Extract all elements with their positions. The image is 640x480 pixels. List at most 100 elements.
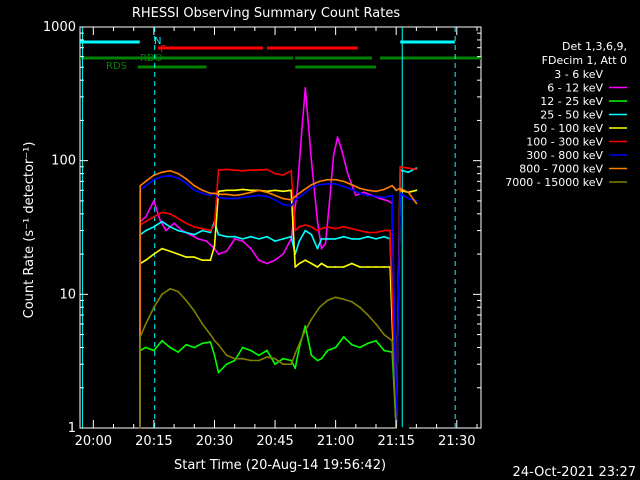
series-point [326, 225, 329, 228]
series-point [185, 299, 188, 302]
series-point [375, 190, 377, 193]
series-point [294, 229, 297, 232]
series-point [233, 194, 236, 197]
series-point [375, 339, 377, 342]
series-point [177, 177, 180, 180]
series-point [258, 189, 260, 192]
legend-entry-label: 25 - 50 keV [540, 109, 603, 122]
series-point [169, 213, 172, 215]
series-point [266, 262, 268, 265]
series-point [302, 333, 305, 336]
series-point [336, 132, 339, 135]
series-point [334, 227, 337, 230]
series-point [383, 229, 385, 232]
series-point [395, 189, 398, 192]
series-point [407, 191, 410, 194]
series-point [407, 197, 410, 200]
series-point [290, 363, 293, 366]
series-point [144, 346, 147, 349]
series-point [193, 225, 196, 228]
x-axis: 20:00 20:15 20:30 20:45 21:00 21:15 21:30 [75, 27, 478, 449]
series-point [205, 215, 208, 218]
series-point [310, 262, 313, 265]
series-point [159, 219, 161, 221]
series-point [290, 189, 293, 192]
series-point [201, 229, 204, 232]
series-point [266, 235, 268, 238]
series-point [324, 220, 327, 223]
series-point [354, 180, 357, 183]
legend-entry-label: 50 - 100 keV [533, 122, 603, 135]
series-point [294, 367, 297, 370]
series-point [274, 198, 276, 201]
series-point [354, 194, 357, 197]
series-point [294, 266, 297, 268]
series-point [320, 238, 323, 240]
series-point [177, 290, 180, 293]
series-point [197, 238, 200, 240]
series-point [185, 231, 188, 234]
series-point [201, 189, 204, 192]
series-point [266, 195, 268, 198]
series-point [201, 227, 204, 230]
series-point [266, 356, 268, 358]
series-point [177, 253, 180, 256]
series-point [350, 300, 353, 303]
series-point [282, 190, 284, 193]
series-point [346, 172, 349, 175]
series-point [316, 359, 319, 362]
series-point [177, 229, 180, 232]
series-point [249, 247, 252, 250]
series-point [189, 206, 192, 208]
series-point [310, 233, 313, 236]
series-point [225, 227, 228, 230]
series-point [274, 259, 276, 262]
x-tick-label: 20:45 [256, 434, 293, 449]
series-point [209, 341, 212, 343]
series-point [249, 191, 252, 194]
series-point [282, 363, 284, 366]
flag-bar-label: RDO [140, 53, 163, 64]
series-point [316, 220, 319, 223]
series-point [266, 229, 268, 232]
series-point [294, 195, 297, 198]
series-point [161, 247, 163, 250]
series-point [144, 215, 147, 218]
series-point [316, 247, 319, 250]
series-point [217, 190, 220, 193]
series-point [318, 183, 321, 186]
series-point [310, 186, 313, 189]
series-point [399, 192, 402, 195]
series-point [304, 259, 307, 262]
y-tick-label: 1000 [43, 20, 76, 35]
series-point [383, 333, 385, 336]
series-point [213, 339, 216, 342]
x-tick-label: 20:15 [135, 434, 172, 449]
series-point [318, 306, 321, 309]
series-point [320, 247, 323, 250]
series-point [350, 343, 353, 346]
series-point [342, 180, 345, 183]
series-point [342, 235, 345, 238]
series-point [217, 169, 220, 172]
series-point [274, 194, 276, 197]
series-point [367, 231, 369, 234]
series-point [383, 188, 385, 191]
series-point [359, 266, 361, 268]
series-point [153, 178, 155, 181]
x-tick-label: 21:30 [438, 434, 475, 449]
series-point [217, 371, 220, 374]
series-point [233, 169, 236, 172]
series-point [334, 266, 337, 268]
series-point [310, 318, 313, 321]
series-point [391, 184, 394, 187]
series-point [300, 136, 303, 139]
series-point [258, 238, 260, 240]
series-point [383, 349, 385, 352]
series-point [342, 266, 345, 268]
series-point [258, 259, 260, 262]
series-point [161, 211, 163, 214]
series-point [282, 238, 284, 240]
series-point [225, 193, 228, 196]
series-point [274, 357, 276, 360]
